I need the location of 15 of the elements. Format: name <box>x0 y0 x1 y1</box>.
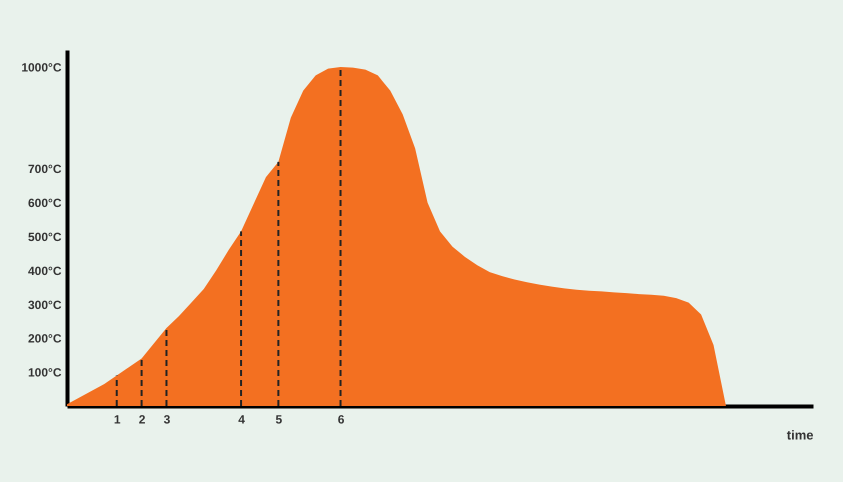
x-tick-label: 1 <box>114 412 121 426</box>
x-tick-label: 5 <box>276 412 283 426</box>
y-tick-label: 300°C <box>28 298 62 312</box>
x-axis-title: time <box>786 428 814 442</box>
y-tick-label: 1000°C <box>21 60 62 74</box>
y-tick-label: 100°C <box>28 366 62 380</box>
x-tick-label: 6 <box>338 412 345 426</box>
x-tick-label: 4 <box>238 412 246 426</box>
y-tick-label: 200°C <box>28 332 62 346</box>
y-tick-label: 400°C <box>28 264 62 278</box>
x-tick-label: 3 <box>164 412 171 426</box>
y-tick-label: 700°C <box>28 162 62 176</box>
y-tick-label: 500°C <box>28 230 62 244</box>
y-tick-label: 600°C <box>28 196 62 210</box>
x-tick-label: 2 <box>138 412 146 426</box>
